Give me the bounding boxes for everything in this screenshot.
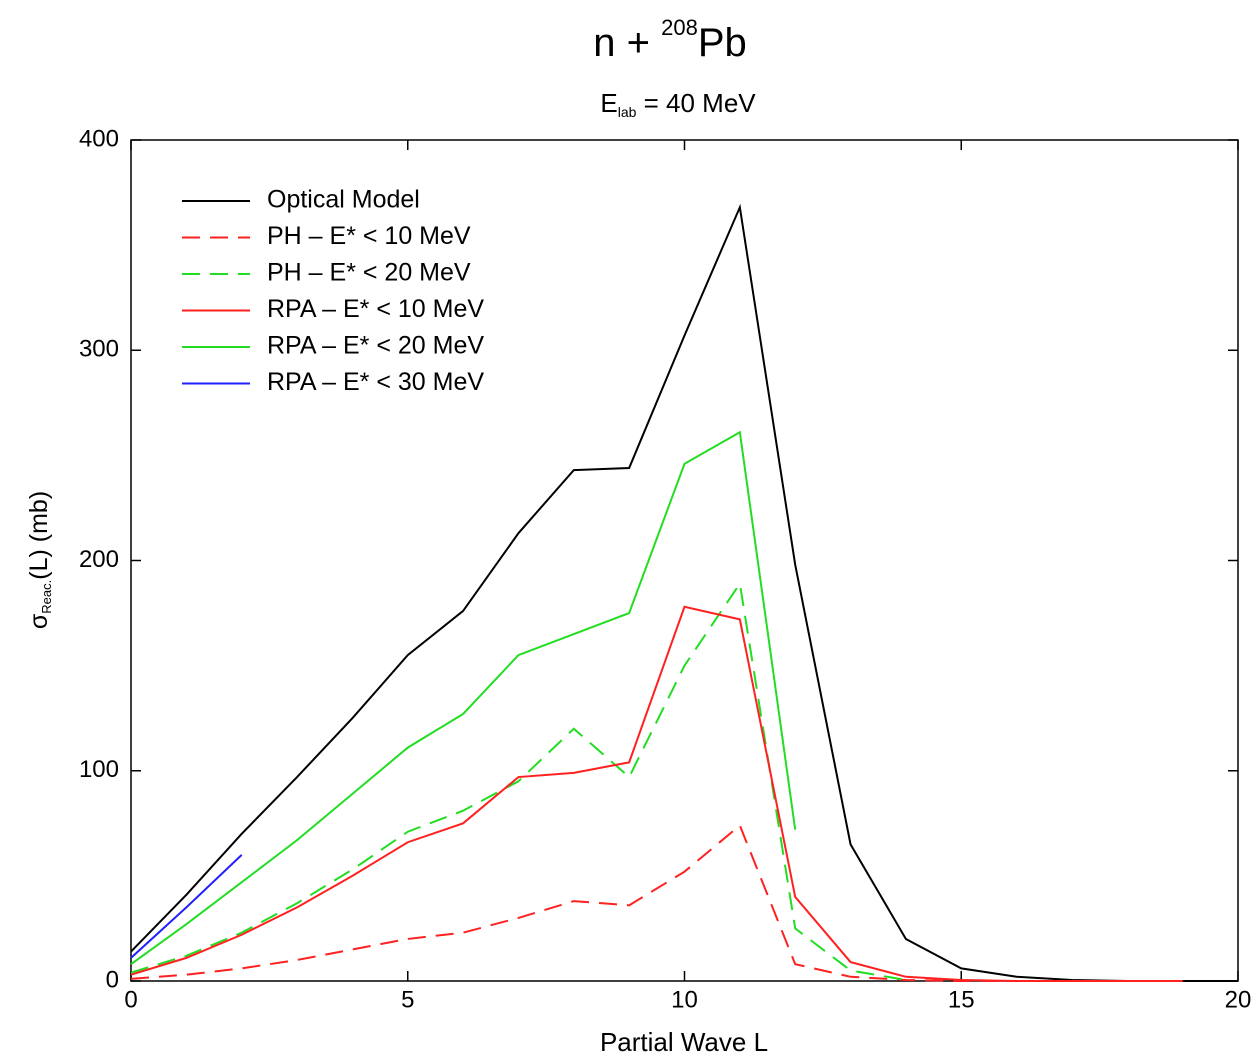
title-prefix: n + <box>593 21 661 65</box>
y-tick-label: 100 <box>79 756 119 783</box>
series-line <box>130 823 1183 982</box>
x-tick-label: 0 <box>124 986 137 1013</box>
series-line <box>130 203 1238 982</box>
legend-label: RPA – E* < 30 MeV <box>267 368 484 396</box>
y-axis-label: σReac.(L) (mb) <box>25 491 55 629</box>
subtitle-subscript: lab <box>618 104 637 120</box>
y-label-rest: (L) (mb) <box>25 491 53 580</box>
x-tick-label: 15 <box>948 986 975 1013</box>
subtitle-rest: = 40 MeV <box>636 88 756 118</box>
y-tick-label: 0 <box>106 966 119 993</box>
series-line <box>130 854 243 959</box>
series-line <box>130 605 1183 982</box>
title-superscript: 208 <box>661 15 698 40</box>
y-tick-label: 200 <box>79 546 119 573</box>
legend-label: PH – E* < 20 MeV <box>267 259 471 287</box>
legend-label: RPA – E* < 10 MeV <box>267 295 484 323</box>
x-axis-label: Partial Wave L <box>600 1027 768 1057</box>
y-tick-label: 300 <box>79 336 119 363</box>
legend-label: RPA – E* < 20 MeV <box>267 332 484 360</box>
subtitle-main: E <box>600 88 617 118</box>
y-label-main: σ <box>25 613 53 629</box>
chart-title: n + 208Pb <box>593 15 747 65</box>
x-tick-label: 10 <box>671 986 698 1013</box>
y-label-subscript: Reac. <box>39 580 54 614</box>
series-line <box>130 430 797 965</box>
y-tick-label: 400 <box>79 125 119 152</box>
x-tick-label: 5 <box>401 986 414 1013</box>
legend-label: Optical Model <box>267 186 420 214</box>
legend-label: PH – E* < 10 MeV <box>267 222 471 250</box>
x-tick-label: 20 <box>1225 986 1252 1013</box>
series-line <box>130 580 907 981</box>
chart-subtitle: Elab = 40 MeV <box>600 88 756 120</box>
title-element: Pb <box>698 21 747 65</box>
